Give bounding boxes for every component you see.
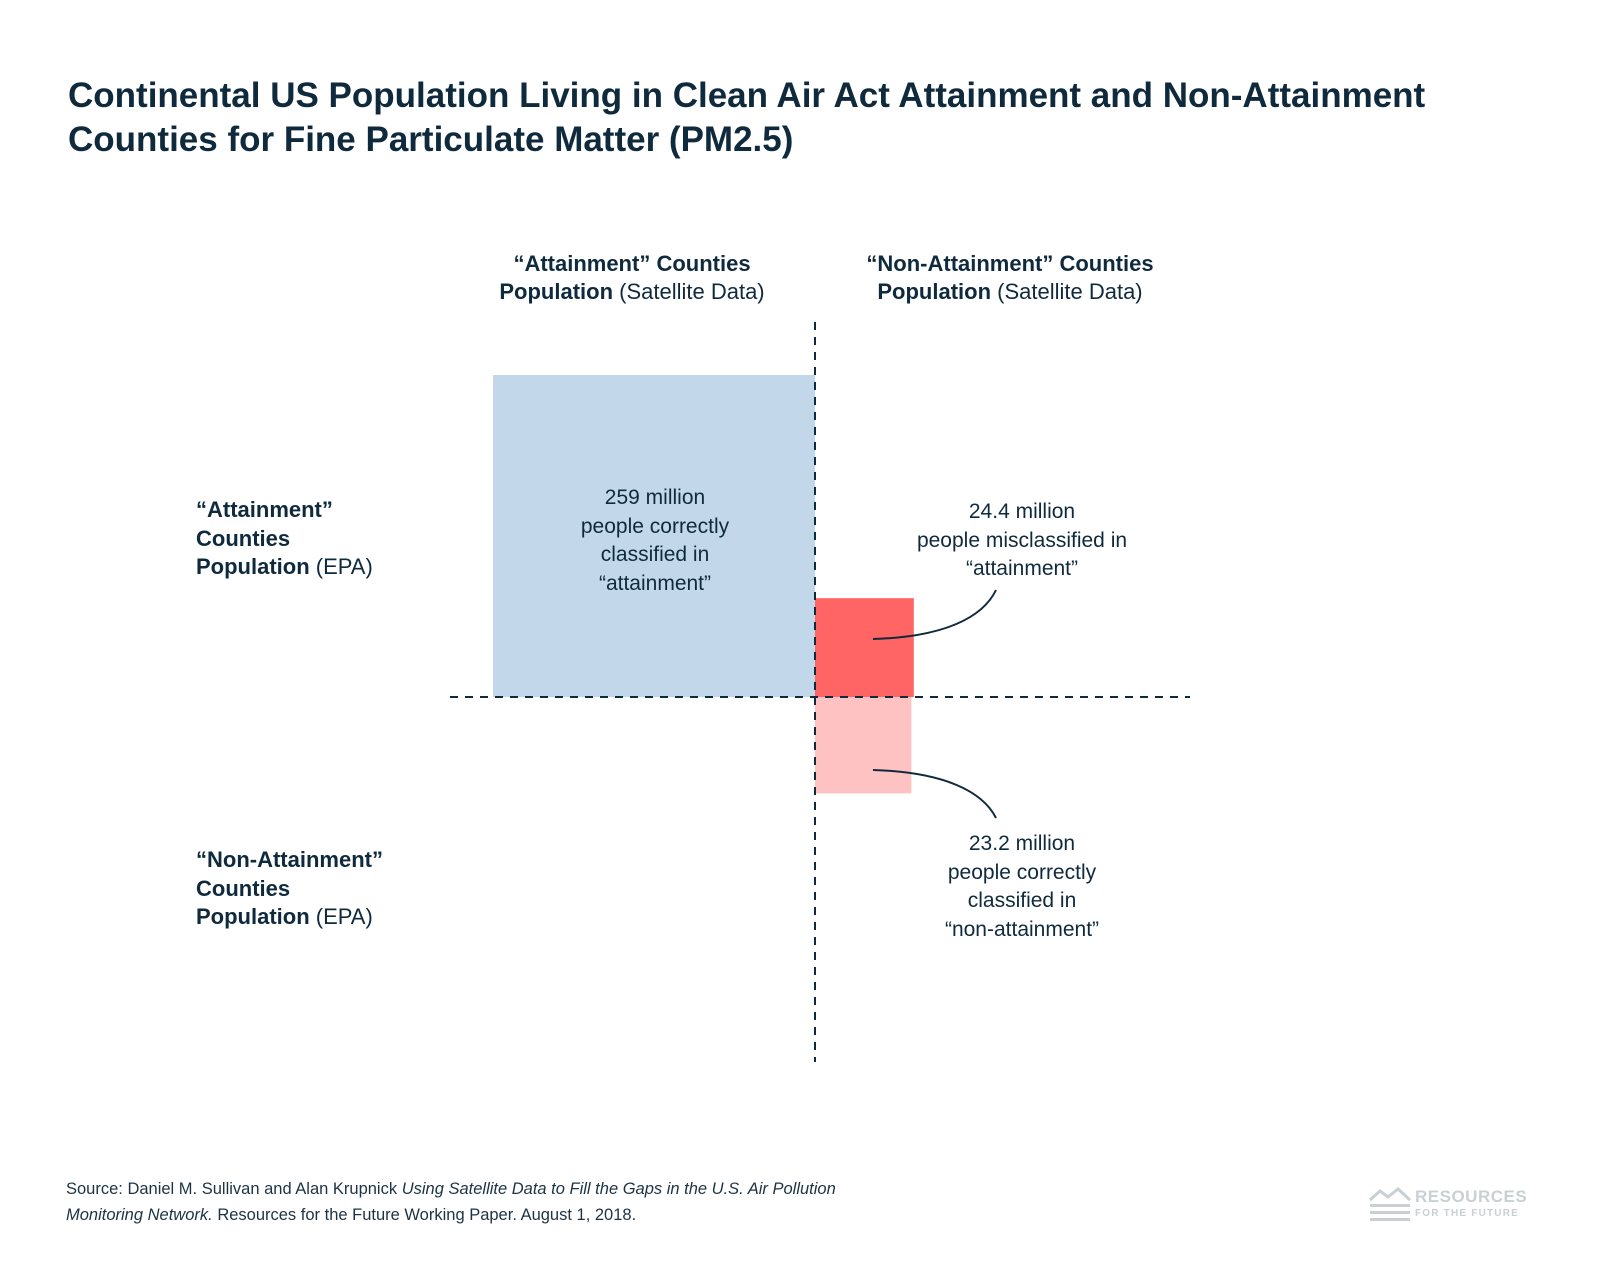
label-attainment-correct-line4: “attainment” [598,571,712,595]
label-misclassified: 24.4 million people misclassified in “at… [872,498,1172,584]
source-prefix: Source: Daniel M. Sullivan and Alan Krup… [66,1180,402,1198]
rff-logo: RESOURCES FOR THE FUTURE [1368,1184,1538,1230]
column-header-non-attainment: “Non-Attainment” Counties Population (Sa… [830,250,1190,306]
label-attainment-correct-line3: classified in [600,543,710,566]
leader-line-misclassified [872,589,997,640]
logo-subtext: FOR THE FUTURE [1415,1208,1520,1219]
label-non-attainment-correct-line3: classified in [967,889,1077,912]
column-header-non-attainment-line1: “Non-Attainment” Counties [866,251,1154,276]
mountain-stripes-icon [1368,1187,1412,1221]
row-header-attainment-line2: Counties [196,525,291,551]
row-header-non-attainment-rest: (EPA) [309,904,373,929]
column-header-attainment-bold: Population [499,279,614,304]
label-attainment-correct-line1: 259 million [604,486,706,509]
column-header-attainment-rest: (Satellite Data) [613,279,765,304]
row-header-non-attainment-bold: Population [196,904,310,929]
area-square-non-attainment-non-attainment [815,697,912,794]
label-misclassified-line1: 24.4 million [968,500,1076,523]
label-misclassified-line3: “attainment” [965,557,1079,580]
row-header-attainment: “Attainment” Counties Population (EPA) [196,496,373,582]
source-note: Source: Daniel M. Sullivan and Alan Krup… [66,1176,886,1228]
label-non-attainment-correct-line4: “non-attainment” [944,917,1100,941]
row-header-non-attainment: “Non-Attainment” Counties Population (EP… [196,846,383,932]
row-header-non-attainment-line2: Counties [196,875,291,901]
label-non-attainment-correct-line1: 23.2 million [968,832,1076,855]
column-header-attainment-line1: “Attainment” Counties [513,251,751,276]
label-misclassified-line2: people misclassified in [916,528,1128,552]
row-header-attainment-bold: Population [196,554,310,579]
row-header-attainment-line1: “Attainment” [196,497,333,522]
source-title: Using Satellite Data to Fill the Gaps in… [66,1180,836,1224]
label-attainment-correct-line2: people correctly [580,514,730,538]
label-attainment-correct: 259 million people correctly classified … [500,484,810,598]
row-header-non-attainment-line1: “Non-Attainment” [196,847,383,872]
area-square-attainment-attainment [493,375,815,697]
column-header-non-attainment-rest: (Satellite Data) [991,279,1143,304]
column-header-attainment: “Attainment” Counties Population (Satell… [452,250,812,306]
label-non-attainment-correct-line2: people correctly [947,860,1097,884]
chart-title: Continental US Population Living in Clea… [68,76,1426,159]
leader-line-correct-non-attainment [872,769,997,819]
source-suffix: Resources for the Future Working Paper. … [212,1206,637,1224]
logo-text: RESOURCES [1415,1187,1528,1206]
area-square-attainment-non-attainment [815,598,914,697]
label-non-attainment-correct: 23.2 million people correctly classified… [872,830,1172,944]
column-header-non-attainment-bold: Population [877,279,992,304]
row-header-attainment-rest: (EPA) [309,554,373,579]
